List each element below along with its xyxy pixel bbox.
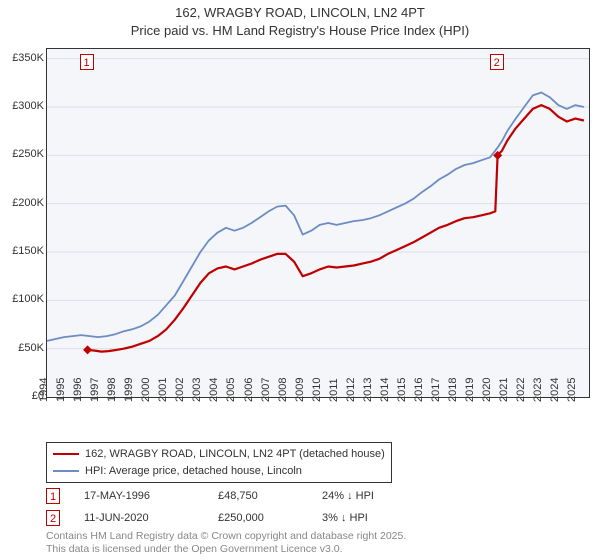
x-tick-label: 2009	[294, 378, 306, 402]
series-hpi	[47, 93, 584, 341]
sale-row-date: 11-JUN-2020	[84, 512, 194, 524]
footer-attribution: Contains HM Land Registry data © Crown c…	[46, 530, 406, 556]
legend-label: HPI: Average price, detached house, Linc…	[85, 463, 302, 480]
x-tick-label: 2017	[430, 378, 442, 402]
x-tick-label: 1999	[123, 378, 135, 402]
x-tick-label: 2024	[549, 378, 561, 402]
x-tick-label: 2003	[191, 378, 203, 402]
sale-row-price: £250,000	[218, 512, 298, 524]
sale-marker-badge: 1	[80, 54, 94, 70]
x-tick-label: 2013	[362, 378, 374, 402]
sale-row-badge: 1	[46, 488, 60, 504]
x-tick-label: 2007	[260, 378, 272, 402]
x-tick-label: 2020	[481, 378, 493, 402]
sale-row-badge: 2	[46, 510, 60, 526]
footer-line-1: Contains HM Land Registry data © Crown c…	[46, 530, 406, 543]
y-tick-label: £350K	[0, 52, 44, 64]
x-tick-label: 2019	[464, 378, 476, 402]
x-tick-label: 2021	[498, 378, 510, 402]
plot-area	[46, 48, 590, 398]
sale-row: 1 17-MAY-1996 £48,750 24% ↓ HPI	[46, 485, 412, 507]
sale-row-delta: 3% ↓ HPI	[322, 512, 412, 524]
sale-marker-dot	[83, 345, 92, 354]
sales-table: 1 17-MAY-1996 £48,750 24% ↓ HPI 2 11-JUN-2020…	[46, 485, 412, 529]
x-tick-label: 2001	[157, 378, 169, 402]
x-tick-label: 1994	[38, 378, 50, 402]
title-line-1: 162, WRAGBY ROAD, LINCOLN, LN2 4PT	[0, 4, 600, 22]
x-tick-label: 2006	[243, 378, 255, 402]
chart-title: 162, WRAGBY ROAD, LINCOLN, LN2 4PT Price…	[0, 0, 600, 39]
legend: 162, WRAGBY ROAD, LINCOLN, LN2 4PT (deta…	[46, 442, 392, 483]
y-tick-label: £100K	[0, 293, 44, 305]
legend-item: HPI: Average price, detached house, Linc…	[53, 463, 385, 480]
x-tick-label: 2000	[140, 378, 152, 402]
title-line-2: Price paid vs. HM Land Registry's House …	[0, 22, 600, 40]
y-tick-label: £200K	[0, 197, 44, 209]
x-tick-label: 2014	[379, 378, 391, 402]
x-tick-label: 1997	[89, 378, 101, 402]
x-tick-label: 2023	[532, 378, 544, 402]
sale-row-price: £48,750	[218, 490, 298, 502]
series-price_paid	[88, 105, 584, 352]
x-tick-label: 1998	[106, 378, 118, 402]
x-tick-label: 1996	[72, 378, 84, 402]
legend-swatch	[53, 470, 79, 472]
x-tick-label: 1995	[55, 378, 67, 402]
legend-swatch	[53, 453, 79, 455]
x-tick-label: 2002	[174, 378, 186, 402]
x-tick-label: 2010	[311, 378, 323, 402]
x-tick-label: 2012	[345, 378, 357, 402]
x-tick-label: 2022	[515, 378, 527, 402]
legend-item: 162, WRAGBY ROAD, LINCOLN, LN2 4PT (deta…	[53, 446, 385, 463]
legend-label: 162, WRAGBY ROAD, LINCOLN, LN2 4PT (deta…	[85, 446, 385, 463]
x-tick-label: 2004	[208, 378, 220, 402]
sale-marker-badge: 2	[490, 54, 504, 70]
y-tick-label: £250K	[0, 148, 44, 160]
footer-line-2: This data is licensed under the Open Gov…	[46, 543, 406, 556]
plot-svg	[47, 49, 589, 397]
sale-row-date: 17-MAY-1996	[84, 490, 194, 502]
y-tick-label: £50K	[0, 342, 44, 354]
chart-container: 162, WRAGBY ROAD, LINCOLN, LN2 4PT Price…	[0, 0, 600, 560]
sale-row: 2 11-JUN-2020 £250,000 3% ↓ HPI	[46, 507, 412, 529]
x-tick-label: 2008	[277, 378, 289, 402]
y-tick-label: £300K	[0, 100, 44, 112]
x-tick-label: 2005	[225, 378, 237, 402]
sale-row-delta: 24% ↓ HPI	[322, 490, 412, 502]
x-tick-label: 2025	[566, 378, 578, 402]
x-tick-label: 2015	[396, 378, 408, 402]
x-tick-label: 2011	[328, 378, 340, 402]
x-tick-label: 2018	[447, 378, 459, 402]
x-tick-label: 2016	[413, 378, 425, 402]
y-tick-label: £150K	[0, 245, 44, 257]
